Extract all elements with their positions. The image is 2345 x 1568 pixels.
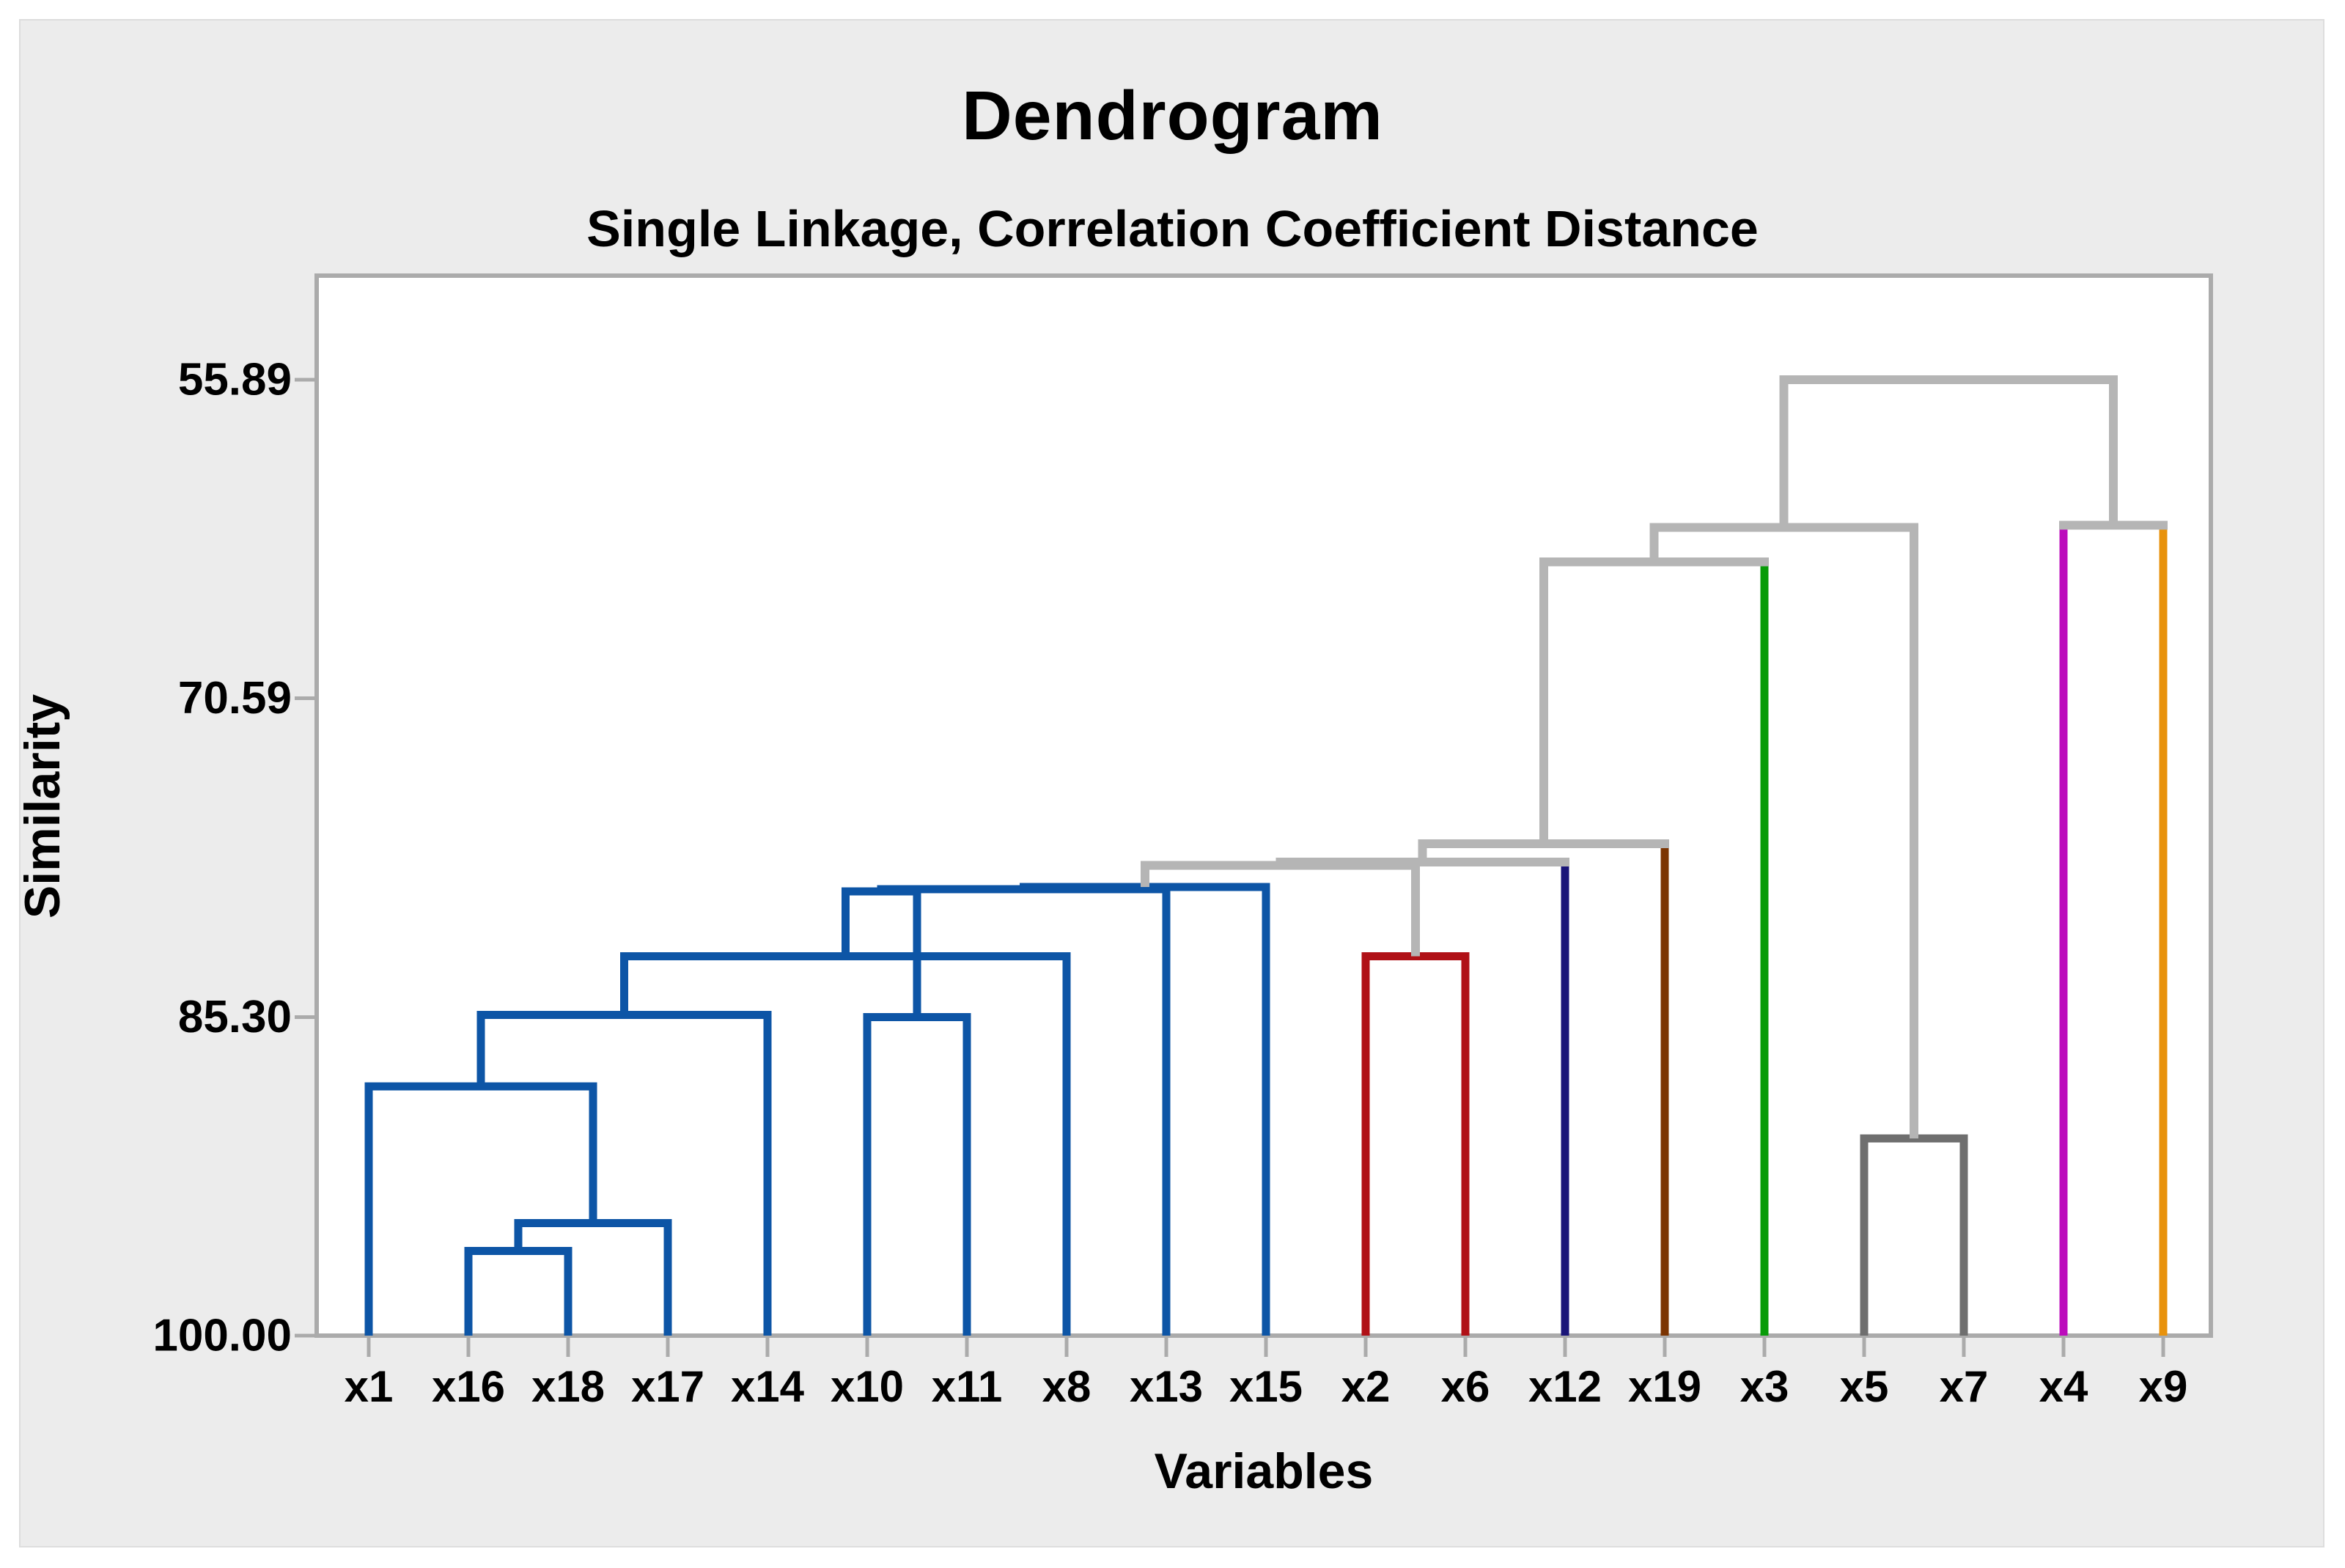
y-axis-title: Similarity xyxy=(15,693,70,919)
y-tick-label: 85.30 xyxy=(178,992,292,1042)
leaf-label: x6 xyxy=(1441,1362,1490,1411)
leaf-label: x11 xyxy=(932,1362,1003,1411)
leaf-label: x18 xyxy=(531,1362,605,1411)
chart-title: Dendrogram xyxy=(962,77,1383,155)
leaf-label: x8 xyxy=(1042,1362,1091,1411)
leaf-label: x10 xyxy=(831,1362,904,1411)
y-tick-label: 70.59 xyxy=(178,673,292,724)
leaf-label: x17 xyxy=(631,1362,704,1411)
leaf-label: x16 xyxy=(432,1362,505,1411)
leaf-label: x4 xyxy=(2039,1362,2088,1411)
leaf-label: x7 xyxy=(1940,1362,1989,1411)
leaf-label: x9 xyxy=(2139,1362,2188,1411)
chart-subtitle: Single Linkage, Correlation Coefficient … xyxy=(586,200,1759,257)
leaf-label: x2 xyxy=(1341,1362,1391,1411)
x-axis-title: Variables xyxy=(1154,1443,1374,1499)
y-tick-label: 55.89 xyxy=(178,355,292,405)
y-tick-label: 100.00 xyxy=(152,1311,292,1361)
leaf-label: x13 xyxy=(1130,1362,1203,1411)
leaf-label: x14 xyxy=(731,1362,805,1411)
leaf-label: x5 xyxy=(1840,1362,1889,1411)
leaf-label: x1 xyxy=(345,1362,394,1411)
leaf-label: x3 xyxy=(1740,1362,1789,1411)
leaf-label: x19 xyxy=(1628,1362,1701,1411)
leaf-label: x12 xyxy=(1528,1362,1602,1411)
leaf-label: x15 xyxy=(1229,1362,1303,1411)
